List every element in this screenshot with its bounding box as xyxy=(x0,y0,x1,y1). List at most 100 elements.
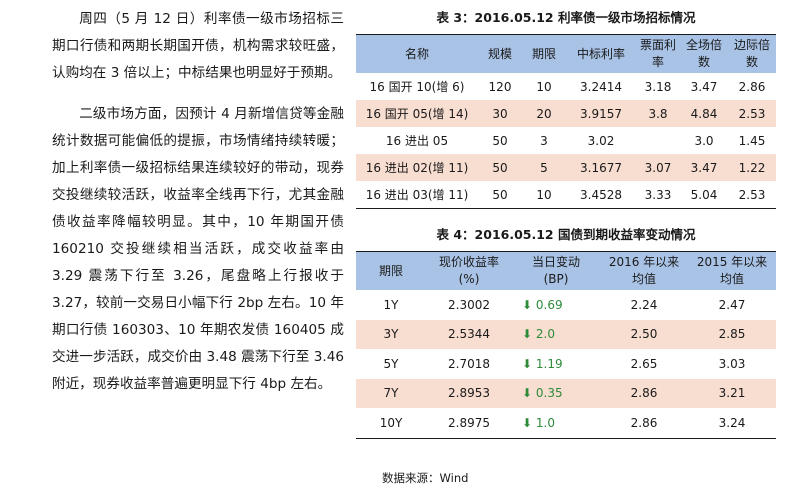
cell-size: 30 xyxy=(478,100,522,127)
cell-rate: 3.02 xyxy=(587,133,615,148)
data-source-note: 数据来源：Wind xyxy=(382,471,469,485)
cell-name: 16 国开 10(增 6) xyxy=(369,80,465,94)
cell-term: 5Y xyxy=(383,356,399,371)
cell-yield: 2.5344 xyxy=(426,319,512,349)
cell-avg2015: 3.24 xyxy=(718,415,746,430)
change-value: 0.35 xyxy=(535,386,563,401)
cell-marg-mult: 2.53 xyxy=(728,100,776,127)
cell-marg-mult: 1.22 xyxy=(728,154,776,181)
cell-coupon xyxy=(636,127,680,154)
cell-name: 16 国开 05(增 14) xyxy=(356,100,478,127)
cell-term: 10 xyxy=(536,187,552,202)
cell-marg-mult: 2.53 xyxy=(738,187,766,202)
cell-coupon: 3.18 xyxy=(644,79,672,94)
cell-term: 7Y xyxy=(356,378,426,408)
down-arrow-icon: ⬇ xyxy=(522,327,533,342)
cell-name: 16 进出 03(增 11) xyxy=(365,188,469,202)
cell-total-mult: 3.47 xyxy=(690,79,718,94)
col-header-avg2015: 2015 年以来 均值 xyxy=(688,251,776,290)
table4-title: 表 4：2016.05.12 国债到期收益率变动情况 xyxy=(436,227,696,242)
table-row: 5Y 2.7018 ⬇ 1.19 2.65 3.03 xyxy=(356,349,776,379)
cell-term: 3Y xyxy=(356,319,426,349)
cell-change: ⬇ 2.0 xyxy=(512,319,600,349)
cell-coupon: 3.07 xyxy=(636,154,680,181)
cell-size: 50 xyxy=(492,133,508,148)
cell-avg2016: 2.65 xyxy=(630,356,658,371)
cell-total-mult: 3.0 xyxy=(694,133,714,148)
table-row: 10Y 2.8975 ⬇ 1.0 2.86 3.24 xyxy=(356,408,776,438)
cell-change: ⬇ 1.19 xyxy=(512,349,600,379)
col-header-change: 当日变动 (BP) xyxy=(512,251,600,290)
cell-name: 16 进出 05 xyxy=(385,134,449,148)
paragraph-primary-market: 周四（5 月 12 日）利率债一级市场招标三期口行债和两期长期国开债，机构需求较… xyxy=(52,11,344,81)
cell-term: 3 xyxy=(540,133,548,148)
col-header-name: 名称 xyxy=(356,34,478,73)
col-header-term: 期限 xyxy=(356,251,426,290)
col-header-size: 规模 xyxy=(478,34,522,73)
cell-yield: 2.7018 xyxy=(448,356,490,371)
col-header-avg2015-line1: 2015 年以来 xyxy=(696,255,768,269)
table-row: 1Y 2.3002 ⬇ 0.69 2.24 2.47 xyxy=(356,290,776,320)
cell-change: ⬇ 0.69 xyxy=(512,290,600,320)
cell-avg2015: 2.85 xyxy=(688,319,776,349)
cell-avg2016: 2.50 xyxy=(600,319,688,349)
col-header-rate: 中标利率 xyxy=(566,34,636,73)
col-header-term: 期限 xyxy=(522,34,566,73)
cell-marg-mult: 2.86 xyxy=(738,79,766,94)
table-row: 16 国开 05(增 14) 30 20 3.9157 3.8 4.84 2.5… xyxy=(356,100,776,127)
tables-column: 表 3：2016.05.12 利率债一级市场招标情况 名称 规模 期限 中标利率… xyxy=(356,8,776,439)
cell-avg2016: 2.86 xyxy=(600,378,688,408)
down-arrow-icon: ⬇ xyxy=(522,297,533,312)
table-row: 3Y 2.5344 ⬇ 2.0 2.50 2.85 xyxy=(356,319,776,349)
change-value: 1.0 xyxy=(535,415,555,430)
table-row: 16 进出 02(增 11) 50 5 3.1677 3.07 3.47 1.2… xyxy=(356,154,776,181)
table-row: 16 进出 05 50 3 3.02 3.0 1.45 xyxy=(356,127,776,154)
col-header-avg2016: 2016 年以来 均值 xyxy=(600,251,688,290)
cell-total-mult: 4.84 xyxy=(680,100,728,127)
col-header-term-label: 期限 xyxy=(378,263,403,278)
col-header-total-mult: 全场倍数 xyxy=(680,34,728,73)
table3-title: 表 3：2016.05.12 利率债一级市场招标情况 xyxy=(436,10,696,25)
cell-change: ⬇ 0.35 xyxy=(512,378,600,408)
cell-avg2015: 3.03 xyxy=(718,356,746,371)
cell-rate: 3.4528 xyxy=(580,187,622,202)
table-row: 7Y 2.8953 ⬇ 0.35 2.86 3.21 xyxy=(356,378,776,408)
cell-total-mult: 5.04 xyxy=(690,187,718,202)
commentary-text: 周四（5 月 12 日）利率债一级市场招标三期口行债和两期长期国开债，机构需求较… xyxy=(52,6,344,412)
cell-change: ⬇ 1.0 xyxy=(512,408,600,438)
cell-avg2015: 2.47 xyxy=(718,297,746,312)
cell-rate: 3.9157 xyxy=(566,100,636,127)
cell-yield: 2.3002 xyxy=(448,297,490,312)
paragraph-secondary-market: 二级市场方面，因预计 4 月新增信贷等金融统计数据可能偏低的提振，市场情绪持续转… xyxy=(52,106,344,392)
cell-rate: 3.2414 xyxy=(580,79,622,94)
col-header-change-line2: (BP) xyxy=(543,272,569,286)
change-value: 2.0 xyxy=(535,327,555,342)
cell-coupon: 3.8 xyxy=(636,100,680,127)
col-header-yield: 现价收益率 (%) xyxy=(426,251,512,290)
cell-avg2015: 3.21 xyxy=(688,378,776,408)
down-arrow-icon: ⬇ xyxy=(522,356,533,371)
cell-term: 10 xyxy=(536,79,552,94)
cell-name: 16 进出 02(增 11) xyxy=(356,154,478,181)
cell-yield: 2.8975 xyxy=(448,415,490,430)
down-arrow-icon: ⬇ xyxy=(522,415,533,430)
col-header-yield-line1: 现价收益率 xyxy=(438,255,499,269)
cell-rate: 3.1677 xyxy=(566,154,636,181)
col-header-avg2015-line2: 均值 xyxy=(719,272,744,286)
table-header-row: 名称 规模 期限 中标利率 票面利率 全场倍数 边际倍数 xyxy=(356,34,776,73)
table-row: 16 进出 03(增 11) 50 10 3.4528 3.33 5.04 2.… xyxy=(356,181,776,209)
auction-table: 名称 规模 期限 中标利率 票面利率 全场倍数 边际倍数 16 国开 10(增 … xyxy=(356,34,776,209)
cell-size: 120 xyxy=(488,79,512,94)
cell-coupon: 3.33 xyxy=(644,187,672,202)
col-header-marg-mult: 边际倍数 xyxy=(728,34,776,73)
col-header-change-line1: 当日变动 xyxy=(531,255,580,269)
table-header-row: 期限 现价收益率 (%) 当日变动 (BP) 2016 年以来 均值 2015 年以来… xyxy=(356,251,776,290)
col-header-avg2016-line1: 2016 年以来 xyxy=(608,255,680,269)
cell-term: 20 xyxy=(522,100,566,127)
cell-size: 50 xyxy=(478,154,522,181)
cell-avg2016: 2.24 xyxy=(630,297,658,312)
cell-total-mult: 3.47 xyxy=(680,154,728,181)
cell-avg2016: 2.86 xyxy=(630,415,658,430)
yield-table: 期限 现价收益率 (%) 当日变动 (BP) 2016 年以来 均值 2015 年以来… xyxy=(356,251,776,439)
down-arrow-icon: ⬇ xyxy=(522,386,533,401)
